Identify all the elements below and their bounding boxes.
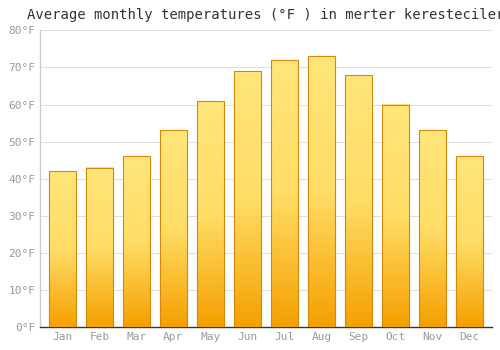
Bar: [196, 101, 224, 327]
Bar: [160, 131, 188, 327]
Bar: [344, 75, 372, 327]
Title: Average monthly temperatures (°F ) in merter keresteciler: Average monthly temperatures (°F ) in me…: [27, 8, 500, 22]
Bar: [86, 168, 114, 327]
Bar: [48, 171, 76, 327]
Bar: [382, 105, 409, 327]
Bar: [270, 60, 298, 327]
Bar: [308, 56, 336, 327]
Bar: [418, 131, 446, 327]
Bar: [122, 156, 150, 327]
Bar: [456, 156, 483, 327]
Bar: [234, 71, 262, 327]
